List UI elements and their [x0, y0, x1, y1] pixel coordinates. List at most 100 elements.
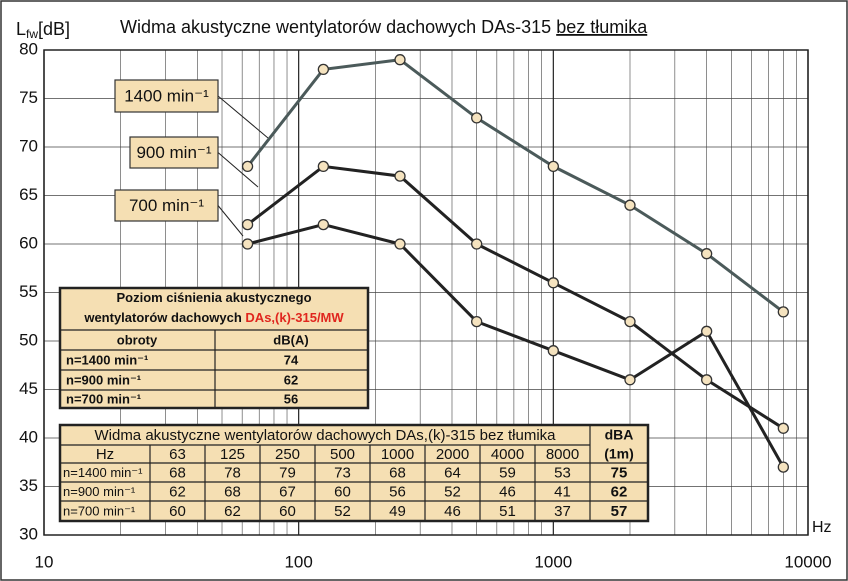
table-row-label: n=700 min⁻¹	[63, 503, 136, 518]
table-cell: 68	[389, 464, 406, 481]
table-cell: 60	[169, 503, 186, 520]
table-cell: n=1400 min⁻¹	[66, 352, 148, 367]
y-tick-label: 55	[19, 282, 38, 301]
title-underlined: bez tłumika	[556, 17, 648, 37]
chart-title: Widma akustyczne wentylatorów dachowych …	[120, 17, 648, 37]
y-tick-label: 60	[19, 233, 38, 252]
series-line	[246, 58, 785, 314]
table-header: 4000	[491, 446, 524, 463]
y-tick-label: 30	[19, 524, 38, 543]
data-point	[701, 248, 713, 260]
table-cell: 68	[169, 464, 186, 481]
table-cell: 62	[611, 483, 628, 500]
table-header: obroty	[117, 332, 158, 347]
table-header: 63	[169, 446, 186, 463]
data-point	[471, 238, 483, 250]
legend-label: 700 min⁻¹	[129, 196, 204, 215]
table-cell: 73	[334, 464, 351, 481]
table-header: 500	[330, 446, 355, 463]
table-header: 1000	[381, 446, 414, 463]
data-point	[777, 461, 789, 473]
y-label-main: L	[16, 19, 26, 39]
callout-leader	[217, 152, 259, 188]
x-tick-label: 10	[35, 552, 54, 571]
y-tick-label: 65	[19, 185, 38, 204]
table-title-highlight: DAs,(k)-315/MW	[245, 310, 344, 325]
data-point	[241, 160, 254, 173]
table-title: Widma akustyczne wentylatorów dachowych …	[94, 427, 556, 444]
x-tick-label: 1000	[534, 552, 572, 571]
table-bg	[58, 286, 370, 410]
table-cell: 64	[444, 464, 461, 481]
table-cell: 75	[611, 464, 628, 481]
data-point	[547, 345, 559, 357]
data-point	[624, 315, 636, 328]
plot-border	[43, 49, 809, 536]
data-point	[547, 160, 559, 173]
data-point	[394, 238, 406, 250]
table-header: dB(A)	[273, 332, 308, 347]
table-cell: 78	[224, 464, 241, 481]
series-line	[246, 164, 785, 430]
y-axis-label: Lfw[dB]	[16, 19, 70, 41]
data-point	[471, 112, 483, 124]
table-cell: 52	[444, 483, 461, 500]
data-point	[624, 199, 636, 211]
table-title: Poziom ciśnienia akustycznego	[116, 290, 311, 305]
table-cell: 67	[279, 483, 296, 500]
table-cell: n=900 min⁻¹	[66, 372, 141, 387]
table-header: 250	[275, 446, 300, 463]
table-bg	[58, 423, 650, 523]
table-cell: 62	[169, 483, 186, 500]
table-row-label: n=1400 min⁻¹	[63, 465, 143, 480]
table-title-line: Poziom ciśnienia akustycznego	[116, 290, 311, 305]
legend-box	[114, 189, 219, 222]
table-cell: 59	[499, 464, 516, 481]
y-label-unit: [dB]	[38, 19, 70, 39]
data-point	[241, 218, 254, 231]
table-title: wentylatorów dachowych DAs,(k)-315/MW	[83, 310, 344, 325]
y-tick-label: 45	[19, 379, 38, 398]
x-tick-label: 100	[284, 552, 312, 571]
table-cell: 60	[279, 503, 296, 520]
table-header: Hz	[96, 446, 114, 463]
y-tick-label: 50	[19, 330, 38, 349]
table-cell: 41	[554, 483, 571, 500]
table-header: 125	[220, 446, 245, 463]
series-line	[247, 223, 785, 468]
y-tick-label: 40	[19, 427, 38, 446]
data-point	[701, 325, 713, 337]
data-point	[777, 306, 789, 318]
data-point	[317, 63, 329, 76]
table-cell: 37	[554, 503, 571, 520]
data-point	[317, 218, 329, 231]
table-cell: 51	[499, 503, 516, 520]
table-cell: 46	[499, 483, 516, 500]
table-header: 8000	[546, 446, 579, 463]
table-row-label: n=900 min⁻¹	[63, 484, 136, 499]
table-cell: 49	[389, 503, 406, 520]
table-header: dBA	[605, 427, 634, 443]
table-cell: 52	[334, 503, 351, 520]
legend-box	[114, 79, 219, 113]
table-cell: 53	[554, 464, 571, 481]
table-cell: 60	[334, 483, 351, 500]
table-cell: 56	[284, 391, 298, 406]
data-point	[547, 277, 559, 289]
data-point	[317, 160, 329, 173]
table-cell: 62	[284, 372, 298, 387]
callout-leader	[217, 95, 269, 139]
legend-label: 900 min⁻¹	[136, 143, 211, 162]
table-cell: 46	[444, 503, 461, 520]
y-tick-label: 35	[19, 476, 38, 495]
data-point	[624, 374, 636, 386]
data-point	[471, 315, 483, 328]
legend-box	[129, 136, 219, 169]
x-tick-label: 10000	[784, 552, 831, 571]
data-point	[394, 170, 406, 182]
x-axis-label: Hz	[812, 519, 832, 536]
table-cell: n=700 min⁻¹	[66, 391, 141, 406]
table-cell: 79	[279, 464, 296, 481]
table-cell: 57	[611, 503, 628, 520]
